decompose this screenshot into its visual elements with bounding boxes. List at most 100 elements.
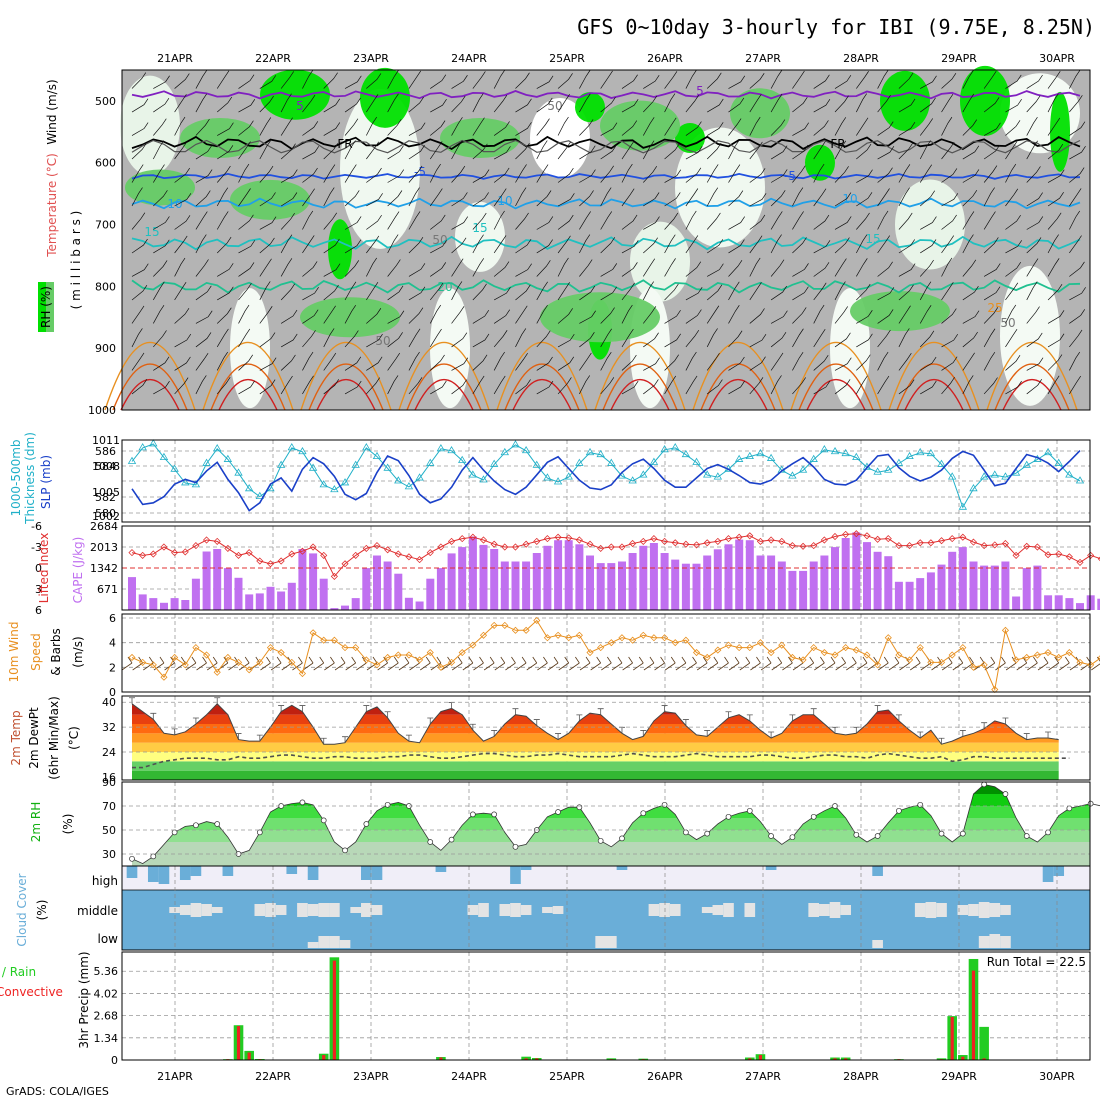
wind-barb bbox=[153, 656, 165, 671]
warm-isotherm-arch bbox=[120, 379, 180, 411]
wind-barb bbox=[643, 74, 660, 89]
wind-barb bbox=[206, 656, 218, 671]
wind-barb bbox=[728, 380, 745, 395]
wind-barb bbox=[153, 216, 170, 230]
cape-tick: 1342 bbox=[90, 562, 118, 575]
wind-speed-point bbox=[511, 626, 520, 634]
wind-barb bbox=[387, 259, 401, 277]
thickness-point bbox=[756, 448, 765, 457]
cloud-middle-gap bbox=[190, 903, 202, 917]
thickness-line bbox=[131, 443, 1081, 509]
wind-barb bbox=[898, 305, 911, 324]
wind-barb bbox=[216, 96, 233, 113]
rh-point bbox=[129, 855, 135, 862]
wind-barb bbox=[888, 656, 900, 671]
cloud-middle-gap bbox=[914, 903, 926, 917]
wind-barb bbox=[962, 285, 979, 301]
cloud-middle-gap bbox=[829, 902, 841, 918]
thickness-point bbox=[905, 451, 914, 460]
minmax-whisker bbox=[214, 697, 221, 704]
rh-point bbox=[1087, 800, 1094, 807]
wind-barb bbox=[1005, 240, 1023, 254]
cape-bar bbox=[170, 598, 179, 610]
cape-bar bbox=[937, 564, 946, 610]
wind-barb bbox=[1047, 258, 1060, 277]
lifted-index-point bbox=[479, 536, 488, 544]
wind-barb bbox=[685, 188, 699, 207]
minmax-whisker bbox=[661, 705, 668, 712]
wind-barb bbox=[685, 146, 703, 160]
wind-barb bbox=[280, 192, 298, 207]
wind-barb bbox=[622, 656, 633, 671]
cloud-middle-gap bbox=[659, 903, 670, 917]
warm-isotherm-arch bbox=[610, 379, 670, 411]
wind-speed-point bbox=[778, 641, 786, 649]
cape-bar bbox=[618, 561, 626, 610]
cloud-middle-gap bbox=[712, 905, 724, 915]
lifted-index-point bbox=[362, 544, 370, 552]
wind-barb bbox=[834, 74, 852, 89]
cape-bar bbox=[852, 532, 861, 610]
wind-barb bbox=[515, 72, 530, 89]
wind-barb bbox=[941, 193, 959, 207]
wind-barb bbox=[280, 258, 293, 277]
wind-barb bbox=[302, 261, 318, 277]
wind-barb bbox=[1026, 237, 1042, 254]
slp-axis-label: SLP (mb) bbox=[39, 455, 53, 509]
thickness-point bbox=[766, 453, 776, 461]
wind-speed-point bbox=[927, 658, 935, 666]
wind-speed-point bbox=[874, 661, 882, 669]
wind-barb bbox=[430, 120, 446, 136]
wind-barb bbox=[919, 140, 931, 160]
thickness-point bbox=[351, 460, 360, 468]
wind-barb bbox=[536, 260, 551, 277]
precip-tick: 2.68 bbox=[94, 1010, 119, 1023]
wind-speed-point bbox=[724, 641, 733, 649]
minmax-whisker bbox=[299, 705, 306, 712]
cloud-middle-gap bbox=[350, 907, 362, 913]
wind-barb bbox=[451, 656, 463, 671]
wind-barb bbox=[472, 333, 490, 348]
wind-barb bbox=[834, 281, 846, 301]
wind-barb bbox=[153, 330, 167, 348]
lifted-index-point bbox=[895, 542, 903, 550]
wind-speed-point bbox=[799, 656, 807, 664]
wind-barb bbox=[590, 656, 602, 671]
wind-barb bbox=[536, 380, 554, 395]
thickness-point bbox=[916, 447, 925, 456]
wind-barb bbox=[494, 656, 506, 671]
wind-barb bbox=[1026, 216, 1044, 230]
minmax-whisker bbox=[278, 705, 285, 712]
cloud-high-block bbox=[222, 866, 234, 876]
wind-speed-point bbox=[288, 658, 296, 666]
wind-speed-point bbox=[490, 621, 498, 629]
cape-bar bbox=[373, 555, 381, 610]
wind-barb bbox=[153, 75, 170, 89]
wind-barb bbox=[813, 74, 830, 89]
minmax-whisker bbox=[981, 722, 988, 729]
cloud-middle-gap bbox=[254, 904, 266, 916]
wind-barb bbox=[1069, 235, 1082, 254]
lifted-index-point bbox=[767, 536, 775, 544]
wind-speed-point bbox=[756, 639, 765, 647]
precip-total-label: Total / Rain bbox=[0, 965, 36, 979]
cape-bar bbox=[607, 563, 616, 610]
wind-barb bbox=[1026, 306, 1040, 324]
lifted-index-point bbox=[554, 533, 562, 541]
lifted-index-point bbox=[277, 557, 285, 565]
wind-tick: 4 bbox=[109, 637, 116, 650]
wind-barb bbox=[270, 656, 282, 671]
wind-barb bbox=[665, 656, 676, 671]
cape-bar bbox=[628, 553, 637, 610]
top-date-label: 21APR bbox=[157, 52, 193, 65]
wind-barb bbox=[366, 193, 383, 207]
wind-barb bbox=[792, 351, 804, 371]
wind-barb bbox=[898, 353, 912, 371]
wind-barb bbox=[260, 656, 271, 671]
rh-point bbox=[171, 829, 178, 836]
wind-barb bbox=[983, 328, 996, 348]
cloud-high-block bbox=[765, 866, 777, 870]
wind-barb bbox=[323, 122, 341, 136]
thickness-point bbox=[426, 458, 435, 466]
thickness-point bbox=[394, 476, 403, 484]
